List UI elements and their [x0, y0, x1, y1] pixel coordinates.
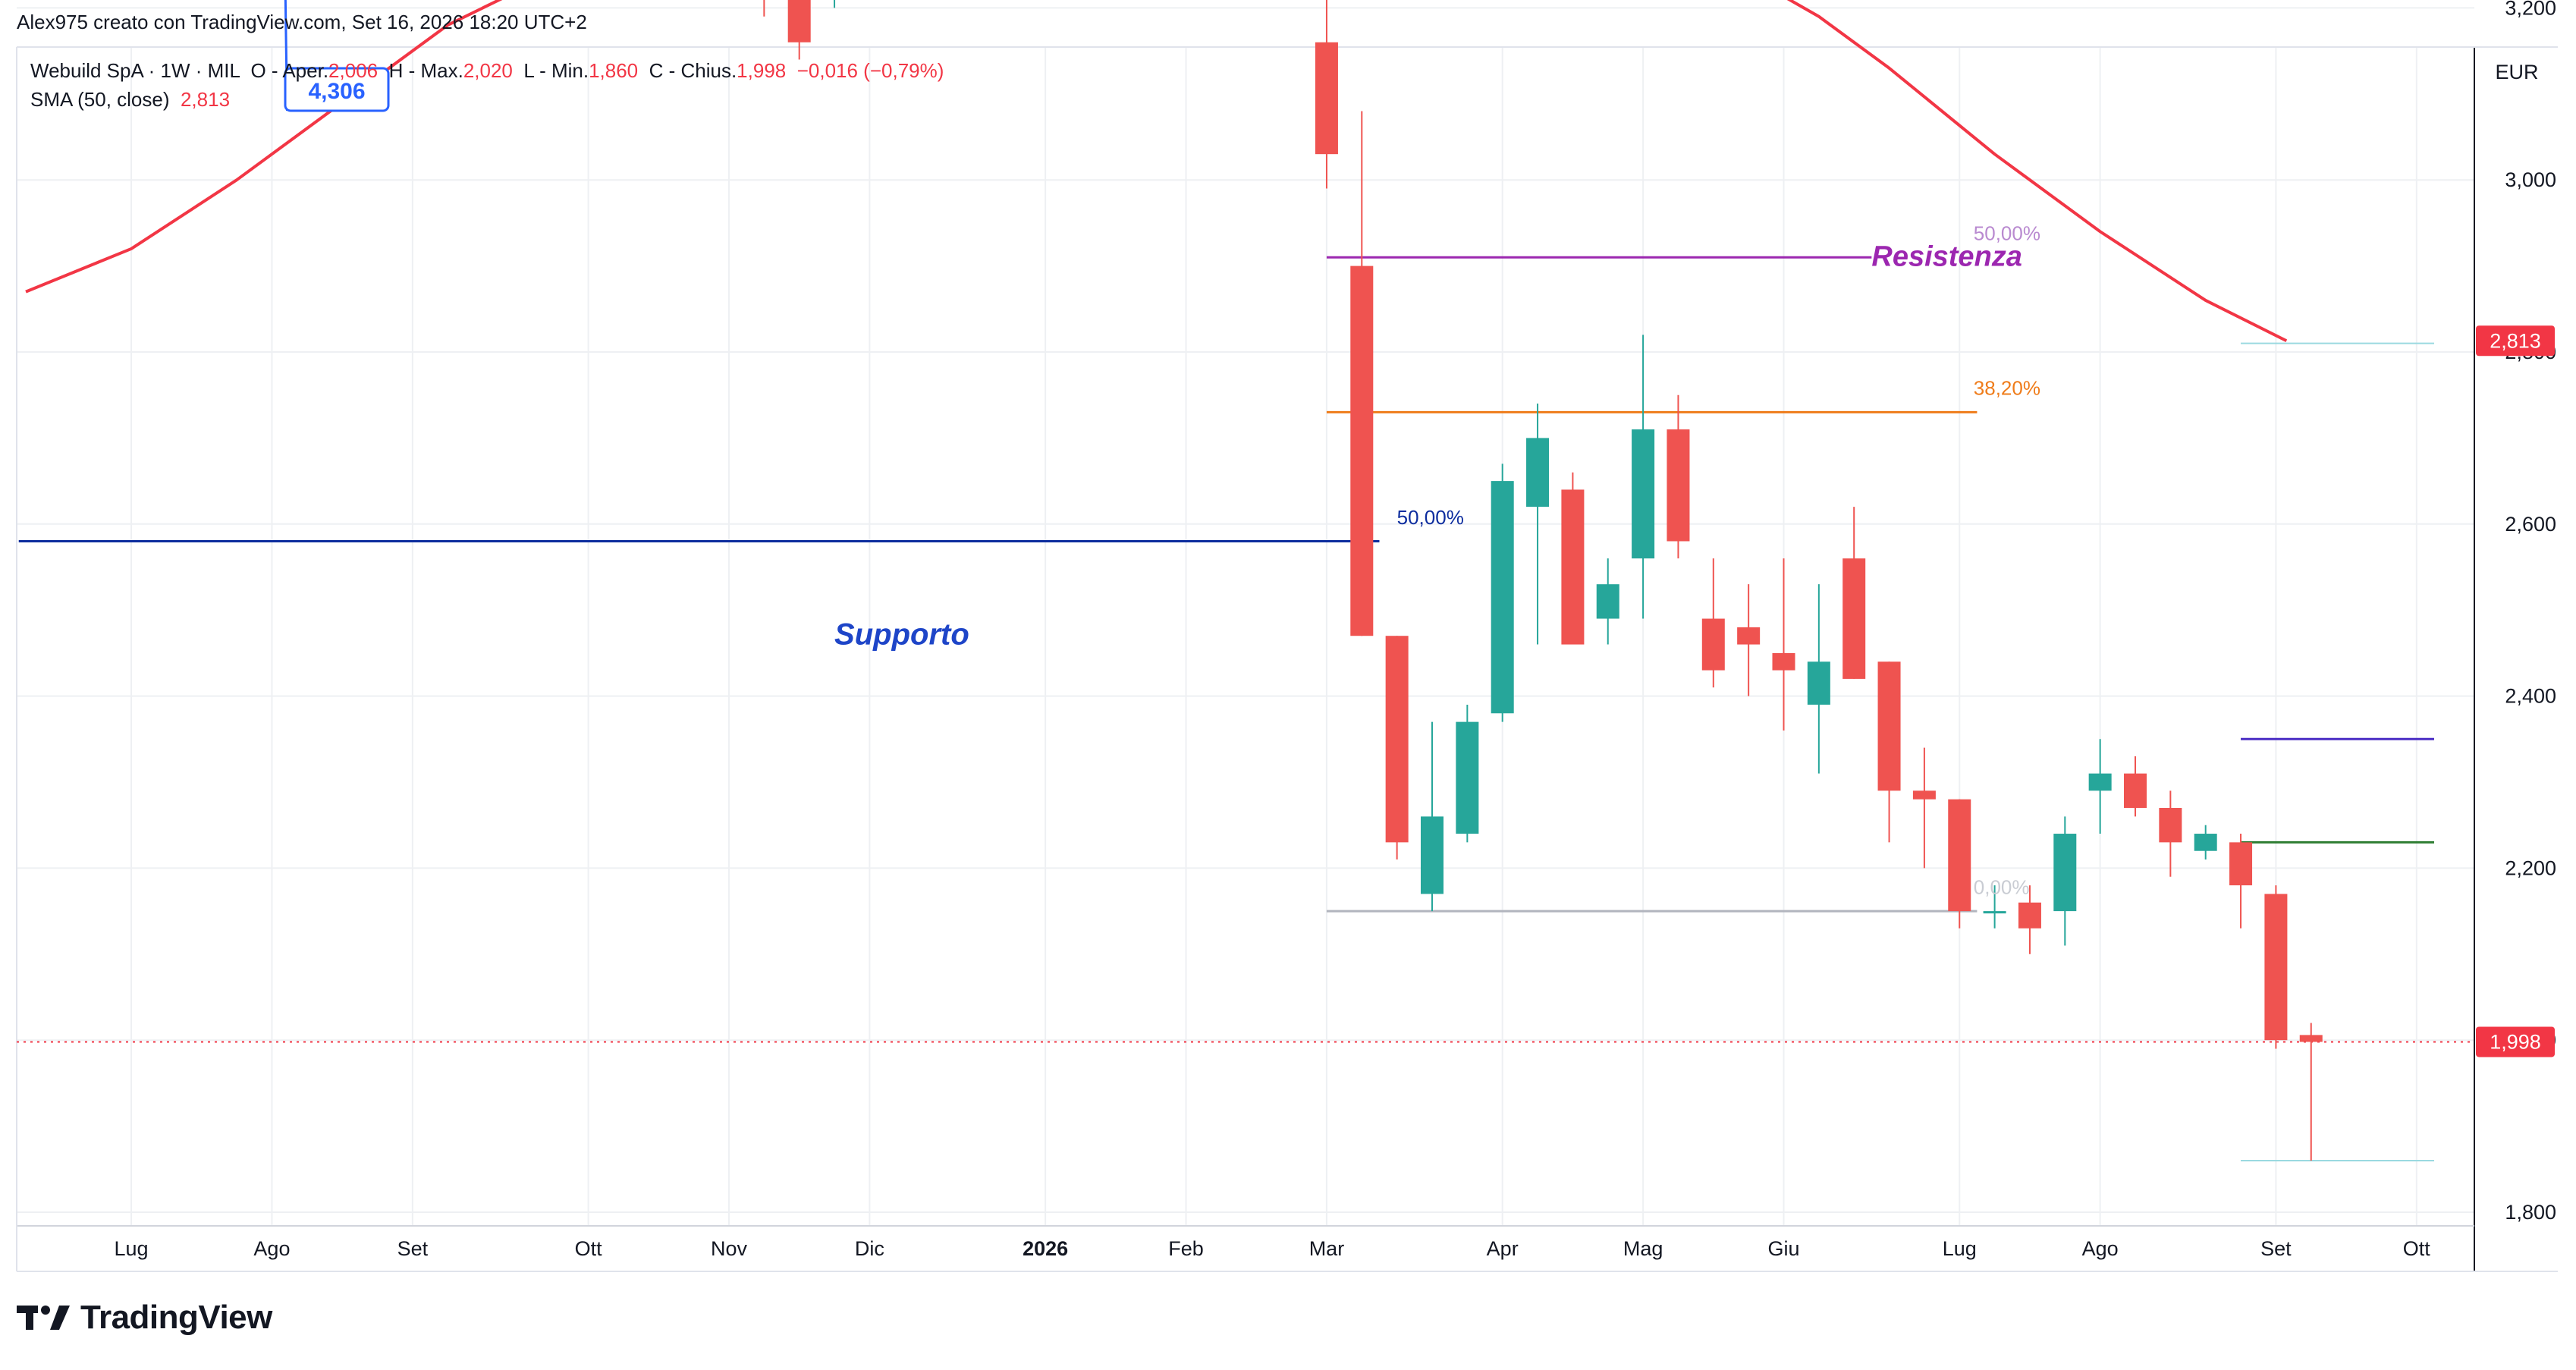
- candle-body: [1737, 627, 1761, 645]
- fib-left-50-label: 50,00%: [1397, 506, 1464, 529]
- candle-body: [2053, 834, 2077, 912]
- candle-body: [1842, 558, 1866, 679]
- x-tick-label: Set: [2260, 1237, 2292, 1260]
- sma-row: SMA (50, close) 2,813: [30, 85, 944, 114]
- candle-body: [1877, 661, 1901, 791]
- y-tick-label: 3,000: [2505, 168, 2556, 191]
- open-value: 2,006: [328, 59, 379, 82]
- candle-body: [1456, 721, 1479, 834]
- x-tick-label: Lug: [1943, 1237, 1977, 1260]
- tradingview-logo: TradingView: [17, 1299, 272, 1337]
- candle-body: [2229, 842, 2253, 886]
- candle-body: [2124, 773, 2147, 809]
- candle-body: [2264, 894, 2288, 1041]
- candle-body: [1807, 661, 1830, 705]
- x-tick-label: Giu: [1767, 1237, 1799, 1260]
- x-tick-label: Lug: [115, 1237, 149, 1260]
- x-tick-label: Ago: [2082, 1237, 2119, 1260]
- open-label: O - Aper.: [250, 59, 329, 82]
- candle-body: [1385, 636, 1409, 843]
- candle-body: [1667, 429, 1690, 542]
- candle-body: [1526, 438, 1550, 507]
- brand-name: TradingView: [80, 1299, 272, 1336]
- x-tick-label: Ago: [253, 1237, 290, 1260]
- candle-body: [1983, 911, 2006, 914]
- x-tick-label: Feb: [1168, 1237, 1204, 1260]
- candle-body: [2299, 1035, 2323, 1042]
- candle-body: [1350, 266, 1374, 636]
- x-tick-label: Set: [397, 1237, 429, 1260]
- candle-body: [1596, 584, 1619, 619]
- fib-right-0-label: 0,00%: [1974, 875, 2030, 898]
- x-tick-label: Dic: [855, 1237, 884, 1260]
- symbol-name[interactable]: Webuild SpA · 1W · MIL: [30, 59, 240, 82]
- fib-right-50-label: 50,00%: [1974, 222, 2040, 245]
- x-tick-label: Nov: [711, 1237, 748, 1260]
- fib-right-382-label: 38,20%: [1974, 377, 2040, 400]
- low-value: 1,860: [589, 59, 639, 82]
- last-price-badge: [2476, 1026, 2555, 1057]
- change-value: −0,016 (−0,79%): [796, 59, 944, 82]
- y-tick-label: 1,800: [2505, 1201, 2556, 1224]
- candle-body: [1701, 618, 1725, 671]
- x-tick-label: Apr: [1487, 1237, 1519, 1260]
- candle-body: [2194, 834, 2217, 851]
- candle-body: [1632, 429, 1655, 559]
- candle-body: [1421, 816, 1444, 894]
- candle-body: [1912, 790, 1936, 800]
- candle-body: [1315, 42, 1338, 155]
- high-value: 2,020: [463, 59, 513, 82]
- close-value: 1,998: [737, 59, 787, 82]
- support-label: Supporto: [834, 618, 969, 652]
- candle-body: [1948, 799, 1971, 912]
- sma-line: [25, 0, 2288, 343]
- chart-legend: Webuild SpA · 1W · MIL O - Aper.2,006 H …: [30, 56, 944, 114]
- ohlc-row: Webuild SpA · 1W · MIL O - Aper.2,006 H …: [30, 56, 944, 85]
- y-tick-label: 2,400: [2505, 685, 2556, 708]
- low-label: L - Min.: [523, 59, 589, 82]
- max-callout-box: [284, 67, 390, 112]
- max-callout-label: 4,306: [308, 79, 365, 104]
- sma-value: 2,813: [180, 88, 231, 111]
- x-tick-label: Ott: [575, 1237, 603, 1260]
- close-label: C - Chius.: [649, 59, 737, 82]
- x-tick-label: Mag: [1623, 1237, 1663, 1260]
- x-tick-label: Mar: [1309, 1237, 1345, 1260]
- sma-price-badge: [2476, 325, 2555, 357]
- resistance-label: Resistenza: [1871, 241, 2022, 273]
- last-price-badge-text: 1,998: [2490, 1030, 2541, 1053]
- high-label: H - Max.: [388, 59, 463, 82]
- candle-body: [2018, 902, 2041, 929]
- tradingview-logo-icon: [17, 1306, 70, 1330]
- candle-body: [2159, 808, 2182, 843]
- y-tick-label: 2,200: [2505, 856, 2556, 879]
- candle-body: [1491, 481, 1514, 714]
- candle-body: [1772, 652, 1795, 671]
- candle-body: [2088, 773, 2112, 791]
- candle-body: [787, 0, 811, 42]
- sma-price-badge-text: 2,813: [2490, 329, 2541, 352]
- y-tick-label: 3,200: [2505, 0, 2556, 19]
- candle-body: [1561, 489, 1585, 645]
- currency-label: EUR: [2495, 61, 2538, 83]
- author-line: Alex975 creato con TradingView.com, Set …: [17, 11, 587, 33]
- sma-label[interactable]: SMA (50, close): [30, 88, 170, 111]
- x-tick-label: Ott: [2403, 1237, 2431, 1260]
- x-tick-label: 2026: [1023, 1237, 1068, 1260]
- y-tick-label: 2,600: [2505, 513, 2556, 536]
